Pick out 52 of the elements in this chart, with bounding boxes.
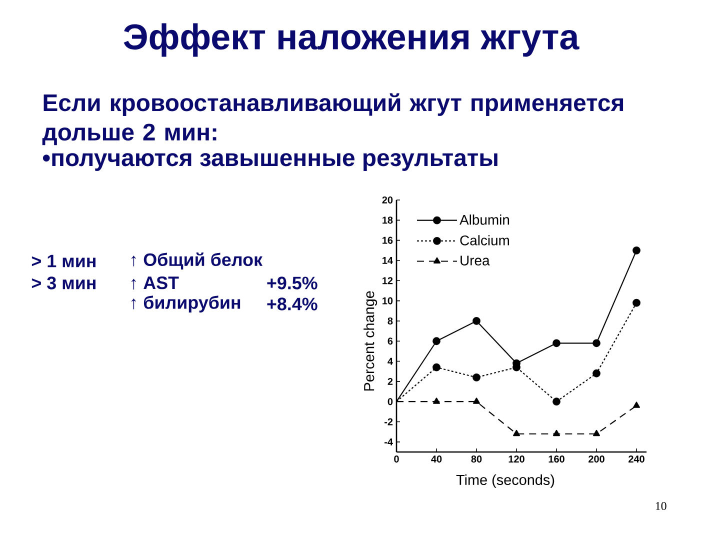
point [513,430,520,436]
y-axis-title: Percent change [364,291,378,391]
point [593,430,600,436]
text: •получаются завышенные результаты [42,153,498,171]
y-tick-label: 20 [382,196,393,204]
legend-label: Urea [460,256,490,266]
point [632,246,640,254]
legend-label: Albumin [460,214,510,225]
legend-label: Calcium [460,235,509,246]
x-tick-label: 0 [394,456,399,463]
text: +8.4% [267,298,318,310]
x-tick-label: 200 [588,456,604,463]
point [552,398,560,406]
x-tick-label: 240 [628,456,644,463]
text: > 1 мин [32,254,96,268]
chart-title: Эффект наложения жгута [124,23,580,57]
point [432,337,440,346]
point [633,402,640,408]
text: ↑ Общий белок [132,252,263,270]
point [553,430,560,436]
point [472,373,480,382]
x-tick-label: 40 [431,456,442,463]
y-tick-label: 12 [382,277,393,284]
y-tick-label: 10 [382,297,393,304]
y-tick-label: 4 [388,358,393,365]
point [433,398,440,404]
y-tick-label: 8 [388,317,393,324]
x-axis-title: Time (seconds) [456,474,554,488]
text: 10 [656,502,666,510]
point [592,339,600,348]
text: > 3 мин [32,276,96,290]
y-tick-label: 14 [382,257,393,264]
point [592,369,600,378]
y-tick-label: 16 [382,236,393,244]
point [473,398,480,404]
point [472,317,480,325]
x-tick-label: 80 [471,456,482,463]
point [552,339,560,348]
point [432,363,440,372]
y-tick-label: 0 [388,398,393,406]
y-tick-label: -4 [384,438,393,446]
y-tick-label: 6 [388,338,393,345]
x-tick-label: 120 [508,456,524,463]
chart-subtitle: Если кровоостанавливающий жгут применяется дольше 2 мин: [42,93,624,146]
y-tick-label: 18 [382,216,393,224]
point [632,298,640,307]
y-tick-label: 2 [388,378,393,385]
x-tick-label: 160 [548,456,564,463]
y-tick-label: -2 [384,418,393,426]
text: ↑ билирубин [132,296,240,312]
text: ↑ AST [132,276,179,290]
text: +9.5% [267,276,318,290]
